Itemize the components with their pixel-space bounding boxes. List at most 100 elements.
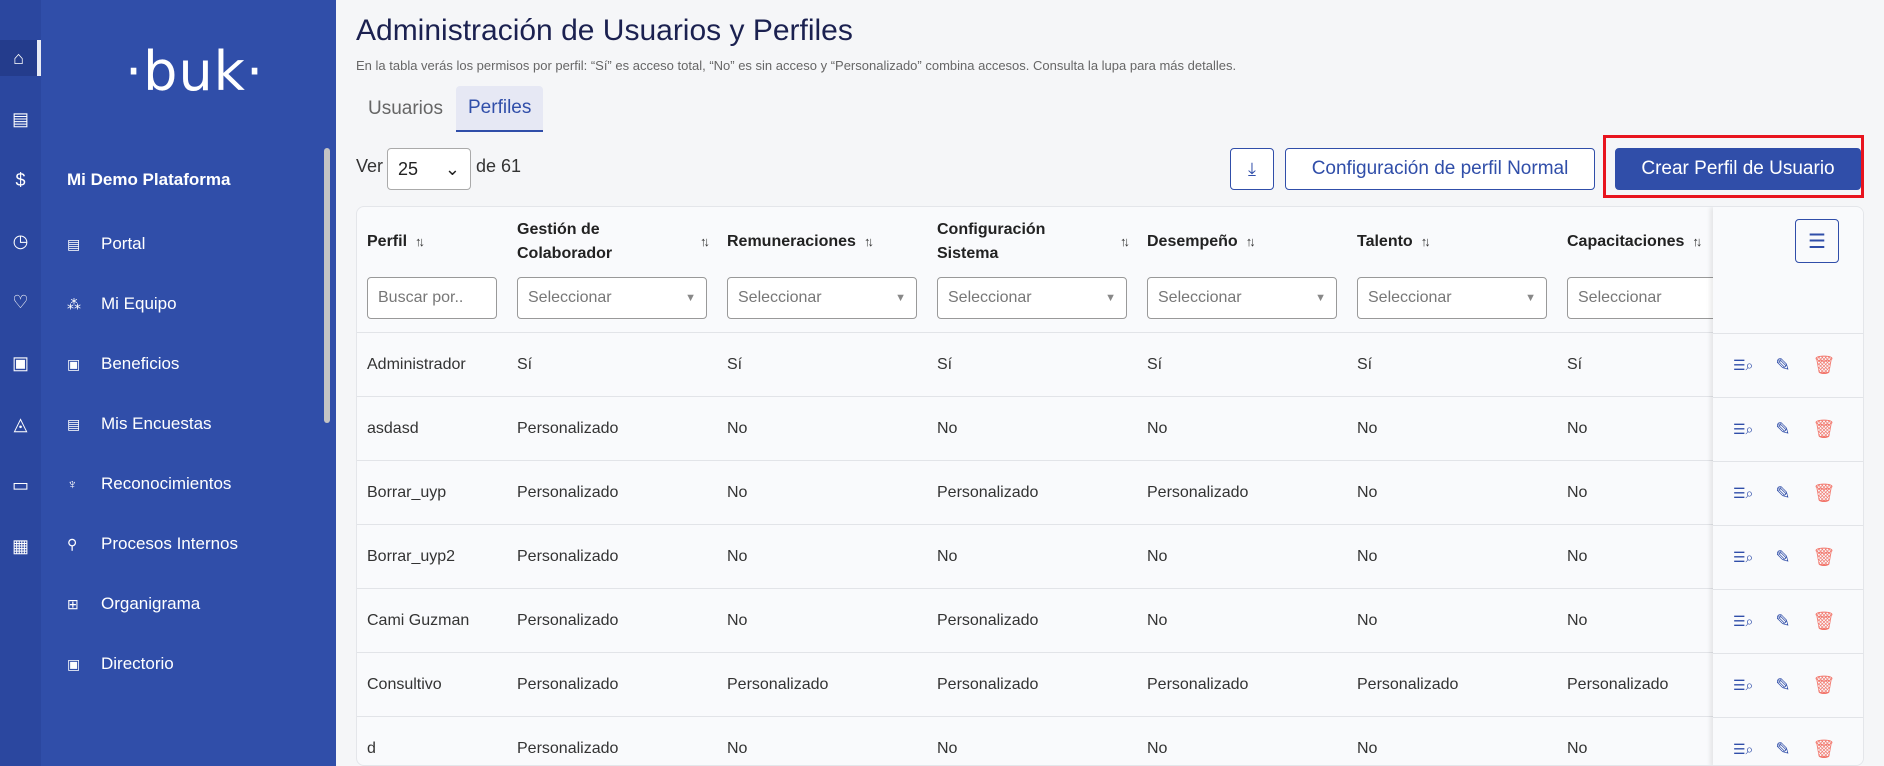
rail-item-1[interactable]: ▤ bbox=[0, 101, 41, 137]
table-row[interactable]: Cami Guzman Personalizado No Personalizado N… bbox=[357, 589, 1713, 653]
edit-icon[interactable]: ✎ bbox=[1775, 483, 1791, 503]
column-header[interactable]: Perfil ↑↓ bbox=[367, 230, 517, 254]
trash-icon[interactable]: 🗑 bbox=[1812, 547, 1836, 568]
table-row[interactable]: d Personalizado No No No No No bbox=[357, 717, 1713, 765]
table-cell: No bbox=[1567, 611, 1588, 629]
sidebar-item-procesos-internos[interactable]: ⚲ Procesos Internos bbox=[67, 529, 307, 559]
create-profile-button[interactable]: Crear Perfil de Usuario bbox=[1615, 148, 1861, 190]
sidebar-item-reconocimientos[interactable]: ♆ Reconocimientos bbox=[67, 469, 307, 499]
rail-item-2[interactable]: $ bbox=[0, 162, 41, 198]
filter-select[interactable]: Seleccionar▼ bbox=[1567, 277, 1713, 319]
table-row[interactable]: Borrar_uyp2 Personalizado No No No No No bbox=[357, 525, 1713, 589]
view-details-icon[interactable]: ☰⌕ bbox=[1733, 485, 1754, 501]
sidebar-item-beneficios[interactable]: ▣ Beneficios bbox=[67, 349, 307, 379]
edit-icon[interactable]: ✎ bbox=[1775, 739, 1791, 759]
sidebar-item-label: Reconocimientos bbox=[101, 474, 232, 493]
column-header-label: Perfil bbox=[367, 233, 408, 250]
edit-icon[interactable]: ✎ bbox=[1775, 675, 1791, 695]
sort-icon[interactable]: ↑↓ bbox=[700, 234, 710, 249]
sort-icon[interactable]: ↑↓ bbox=[863, 234, 874, 249]
table-cell: Sí bbox=[1567, 355, 1583, 373]
column-settings-button[interactable]: ☰ bbox=[1795, 219, 1839, 263]
table-cell: Personalizado bbox=[517, 611, 619, 629]
document-icon: ▤ bbox=[67, 235, 81, 252]
sidebar-item-mi-equipo[interactable]: ⁂ Mi Equipo bbox=[67, 289, 307, 319]
filter-select[interactable]: Seleccionar▼ bbox=[727, 277, 917, 319]
table-cell: Sí bbox=[727, 355, 743, 373]
config-profile-button[interactable]: Configuración de perfil Normal bbox=[1285, 148, 1595, 190]
rail-item-7[interactable]: ▭ bbox=[0, 467, 41, 503]
trash-icon[interactable]: 🗑 bbox=[1812, 675, 1836, 696]
view-details-icon[interactable]: ☰⌕ bbox=[1733, 357, 1754, 373]
rail-item-4[interactable]: ♡ bbox=[0, 284, 41, 320]
view-details-icon[interactable]: ☰⌕ bbox=[1733, 613, 1754, 629]
rail-item-5[interactable]: ▣ bbox=[0, 345, 41, 381]
table-cell: No bbox=[937, 419, 958, 437]
view-details-icon[interactable]: ☰⌕ bbox=[1733, 421, 1754, 437]
download-icon: ⤓ bbox=[1248, 158, 1256, 179]
download-button[interactable]: ⤓ bbox=[1230, 148, 1274, 190]
view-details-icon[interactable]: ☰⌕ bbox=[1733, 549, 1754, 565]
trash-icon[interactable]: 🗑 bbox=[1812, 419, 1836, 440]
table-cell: Personalizado bbox=[517, 547, 619, 565]
table-cell: No bbox=[727, 611, 748, 629]
edit-icon[interactable]: ✎ bbox=[1775, 547, 1791, 567]
rail-item-8[interactable]: ▦ bbox=[0, 528, 41, 564]
page-subtitle: En la tabla verás los permisos por perfi… bbox=[356, 58, 1237, 73]
table-row[interactable]: asdasd Personalizado No No No No No bbox=[357, 397, 1713, 461]
filter-select[interactable]: Seleccionar▼ bbox=[1357, 277, 1547, 319]
row-actions: ☰⌕ ✎ 🗑 bbox=[1713, 333, 1863, 397]
view-details-icon[interactable]: ☰⌕ bbox=[1733, 677, 1754, 693]
sidebar-item-label: Beneficios bbox=[101, 354, 180, 373]
trash-icon[interactable]: 🗑 bbox=[1812, 483, 1836, 504]
sidebar-item-organigrama[interactable]: ⊞ Organigrama bbox=[67, 589, 307, 619]
table-row[interactable]: Consultivo Personalizado Personalizado Pers… bbox=[357, 653, 1713, 717]
edit-icon[interactable]: ✎ bbox=[1775, 611, 1791, 631]
table-row[interactable]: Administrador Sí Sí Sí Sí Sí Sí bbox=[357, 333, 1713, 397]
icon-rail: ⌂ ▤ $ ◷ ♡ ▣ ◬ ▭ ▦ bbox=[0, 0, 41, 766]
edit-icon[interactable]: ✎ bbox=[1775, 355, 1791, 375]
trash-icon[interactable]: 🗑 bbox=[1812, 355, 1836, 376]
per-page-select[interactable]: 25 ⌄ bbox=[387, 148, 471, 190]
filter-cell: Seleccionar▼ bbox=[1357, 277, 1567, 319]
sort-icon[interactable]: ↑↓ bbox=[1420, 234, 1431, 249]
per-page-value: 25 bbox=[398, 159, 419, 179]
sort-icon[interactable]: ↑↓ bbox=[1120, 234, 1130, 249]
filter-cell: Seleccionar▼ bbox=[1567, 277, 1713, 319]
tab-perfiles[interactable]: Perfiles bbox=[456, 86, 544, 132]
column-header[interactable]: Gestión de Colaborador ↑↓ bbox=[517, 218, 727, 266]
sort-icon[interactable]: ↑↓ bbox=[1245, 234, 1256, 249]
sidebar-item-mis-encuestas[interactable]: ▤ Mis Encuestas bbox=[67, 409, 307, 439]
sidebar-item-directorio[interactable]: ▣ Directorio bbox=[67, 649, 307, 679]
table-cell: Personalizado bbox=[937, 675, 1039, 693]
table-cell: Borrar_uyp2 bbox=[367, 547, 456, 565]
search-input[interactable]: Buscar por.. bbox=[367, 277, 497, 319]
sidebar-scrollbar[interactable] bbox=[324, 148, 330, 423]
trash-icon[interactable]: 🗑 bbox=[1812, 739, 1836, 760]
sidebar: ·buk· Mi Demo Plataforma ▤ Portal ⁂ Mi Equi… bbox=[41, 0, 336, 766]
column-header[interactable]: Desempeño ↑↓ bbox=[1147, 230, 1357, 254]
table-cell: Administrador bbox=[367, 355, 466, 373]
sort-icon[interactable]: ↑↓ bbox=[1692, 234, 1702, 249]
rail-item-3[interactable]: ◷ bbox=[0, 223, 41, 259]
column-header[interactable]: Talento ↑↓ bbox=[1357, 230, 1567, 254]
rail-item-6[interactable]: ◬ bbox=[0, 406, 41, 442]
table-row[interactable]: Borrar_uyp Personalizado No Personalizado Pe… bbox=[357, 461, 1713, 525]
column-header[interactable]: Capacitaciones ↑↓ bbox=[1567, 230, 1713, 254]
filter-select[interactable]: Seleccionar▼ bbox=[1147, 277, 1337, 319]
column-header[interactable]: Configuración Sistema ↑↓ bbox=[937, 218, 1147, 266]
directory-icon: ▣ bbox=[67, 655, 81, 672]
rail-item-0[interactable]: ⌂ bbox=[0, 40, 41, 76]
trophy-icon: ♆ bbox=[67, 476, 78, 492]
view-details-icon[interactable]: ☰⌕ bbox=[1733, 741, 1754, 757]
table-cell: No bbox=[727, 419, 748, 437]
sidebar-item-portal[interactable]: ▤ Portal bbox=[67, 229, 307, 259]
sort-icon[interactable]: ↑↓ bbox=[415, 234, 425, 249]
column-header[interactable]: Remuneraciones ↑↓ bbox=[727, 230, 937, 254]
caret-down-icon: ▼ bbox=[895, 292, 906, 304]
filter-select[interactable]: Seleccionar▼ bbox=[517, 277, 707, 319]
edit-icon[interactable]: ✎ bbox=[1775, 419, 1791, 439]
filter-select[interactable]: Seleccionar▼ bbox=[937, 277, 1127, 319]
tab-usuarios[interactable]: Usuarios bbox=[368, 98, 443, 119]
trash-icon[interactable]: 🗑 bbox=[1812, 611, 1836, 632]
